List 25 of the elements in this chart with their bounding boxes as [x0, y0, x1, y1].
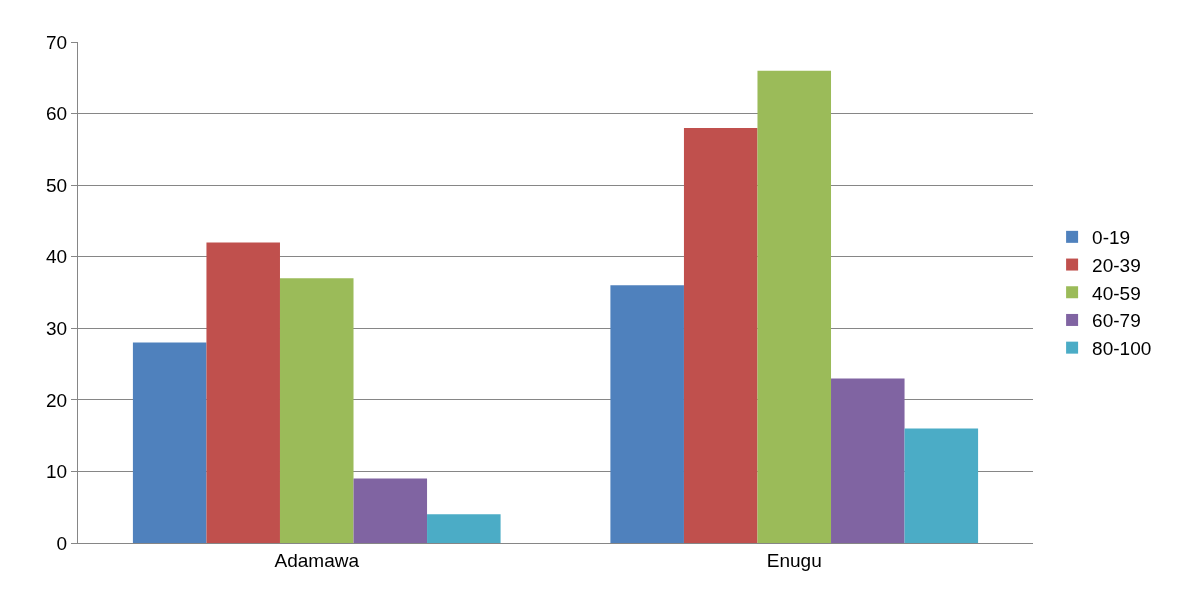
y-tick-label: 20: [46, 389, 68, 411]
legend-label: 0-19: [1092, 227, 1131, 249]
bar: [132, 342, 207, 543]
y-tick-label: 0: [56, 532, 68, 554]
y-tick-label: 40: [46, 246, 68, 268]
legend-label: 60-79: [1092, 310, 1141, 332]
x-tick-label: Enugu: [766, 549, 822, 571]
legend-label: 80-100: [1092, 338, 1152, 360]
y-tick-label: 50: [46, 174, 68, 196]
bar: [279, 278, 354, 543]
y-tick-label: 70: [46, 31, 68, 53]
y-tick-label: 30: [46, 317, 68, 339]
bar: [831, 378, 905, 543]
legend-label: 20-39: [1092, 254, 1141, 276]
bar: [206, 242, 280, 543]
bar: [610, 285, 684, 543]
legend-label: 40-59: [1092, 282, 1141, 304]
bar: [683, 127, 758, 543]
x-tick-label: Adamawa: [274, 549, 360, 571]
y-tick-label: 10: [46, 461, 68, 483]
y-tick-label: 60: [46, 103, 68, 125]
bar: [427, 514, 501, 543]
bar: [353, 478, 428, 543]
bar: [904, 428, 979, 543]
bar: [757, 70, 832, 543]
